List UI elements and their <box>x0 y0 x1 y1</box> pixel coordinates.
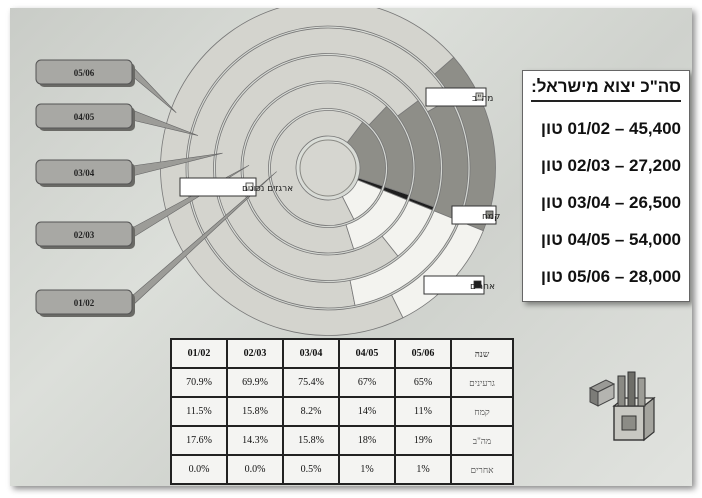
table-row: 0.0% 0.0% 0.5% 1% 1% אחרים <box>170 454 514 485</box>
ring-sector <box>397 100 441 208</box>
ring-label: 04/05 <box>74 112 95 122</box>
callout-box <box>35 221 133 247</box>
category-tag: ארגזים נכונים <box>179 177 293 197</box>
table-cell: 65% <box>394 367 452 398</box>
table-cell: 0.5% <box>282 454 340 485</box>
total-row: 27,200 – 02/03 טון <box>540 156 681 175</box>
table-header-cell: 04/05 <box>338 338 396 369</box>
category-tag-label: ארגזים נכונים <box>242 184 293 194</box>
category-tag: קמח <box>451 205 500 225</box>
table-row: 11.5% 15.8% 8.2% 14% 11% קמח <box>170 396 514 427</box>
ring-label: 01/02 <box>74 298 95 308</box>
table-cell: 14% <box>338 396 396 427</box>
ring-sector <box>341 179 382 220</box>
ring-sector <box>242 82 388 254</box>
chart-hub <box>299 139 357 197</box>
category-tag: אחרים <box>423 275 495 295</box>
total-row: 28,000 – 05/06 טון <box>540 267 681 286</box>
ring-label: 02/03 <box>74 230 95 240</box>
ring-sector <box>215 55 419 281</box>
ring-sector <box>391 220 484 319</box>
table-header-cell: 05/06 <box>394 338 452 369</box>
table-cell: 67% <box>338 367 396 398</box>
table-cell: 0.0% <box>226 454 284 485</box>
ring-chart: 05/06 04/05 03/04 02/03 01/02 מה"ב ארגזים נכונ… <box>35 8 500 336</box>
table-cell: 8.2% <box>282 396 340 427</box>
table-cell: 15.8% <box>282 425 340 456</box>
table-header-row: 01/02 02/03 03/04 04/05 05/06 שנה <box>170 338 514 369</box>
table-cell: 18% <box>338 425 396 456</box>
totals-panel: סה"כ יצוא מישראל: 45,400 – 01/02 טון 27,… <box>522 70 690 302</box>
table-header-cell: 01/02 <box>170 338 228 369</box>
ring-sector <box>346 121 386 187</box>
ring-sector <box>345 189 408 250</box>
grain-bags-icon <box>588 371 656 442</box>
data-table: 01/02 02/03 03/04 04/05 05/06 שנה 70.9% … <box>170 338 514 485</box>
table-cell: 1% <box>394 454 452 485</box>
totals-title: סה"כ יצוא מישראל: <box>531 77 681 102</box>
total-row: 45,400 – 01/02 טון <box>540 119 681 138</box>
table-cell: 19% <box>394 425 452 456</box>
table-row: 70.9% 69.9% 75.4% 67% 65% גרעינים <box>170 367 514 398</box>
table-cell: 15.8% <box>226 396 284 427</box>
table-cell: 17.6% <box>170 425 228 456</box>
table-row: 17.6% 14.3% 15.8% 18% 19% מה"ב <box>170 425 514 456</box>
table-cell: 69.9% <box>226 367 284 398</box>
total-row: 54,000 – 04/05 טון <box>540 230 681 249</box>
table-header-cell: 03/04 <box>282 338 340 369</box>
table-cell: 1% <box>338 454 396 485</box>
total-row: 26,500 – 03/04 טון <box>540 193 681 212</box>
ring-sector <box>349 210 459 306</box>
ring-label: 05/06 <box>74 68 95 78</box>
category-tag: מה"ב <box>425 87 493 107</box>
table-cell: 75.4% <box>282 367 340 398</box>
ring-sector <box>160 8 455 336</box>
category-tag-label: קמח <box>482 212 500 222</box>
slide: 05/06 04/05 03/04 02/03 01/02 מה"ב ארגזים נכונ… <box>10 8 692 486</box>
callout-pointer <box>131 65 177 113</box>
table-row-label: קמח <box>450 396 514 427</box>
table-header-cell: 02/03 <box>226 338 284 369</box>
data-table-wrap: 01/02 02/03 03/04 04/05 05/06 שנה 70.9% … <box>170 338 514 485</box>
table-header-cell: שנה <box>450 338 514 369</box>
table-row-label: גרעינים <box>450 367 514 398</box>
ring-label: 03/04 <box>74 168 95 178</box>
ring-sector <box>270 110 364 226</box>
category-tag-label: אחרים <box>470 282 495 292</box>
category-tag-label: מה"ב <box>472 94 493 104</box>
table-row-label: אחרים <box>450 454 514 485</box>
table-cell: 11.5% <box>170 396 228 427</box>
table-cell: 11% <box>394 396 452 427</box>
table-cell: 70.9% <box>170 367 228 398</box>
callout-box <box>35 289 133 315</box>
ring-sector <box>381 200 433 257</box>
table-row-label: מה"ב <box>450 425 514 456</box>
table-cell: 14.3% <box>226 425 284 456</box>
ring-sector <box>368 105 414 196</box>
callout-box <box>35 103 133 129</box>
callout-box <box>35 59 133 85</box>
callout-box <box>35 159 133 185</box>
table-cell: 0.0% <box>170 454 228 485</box>
